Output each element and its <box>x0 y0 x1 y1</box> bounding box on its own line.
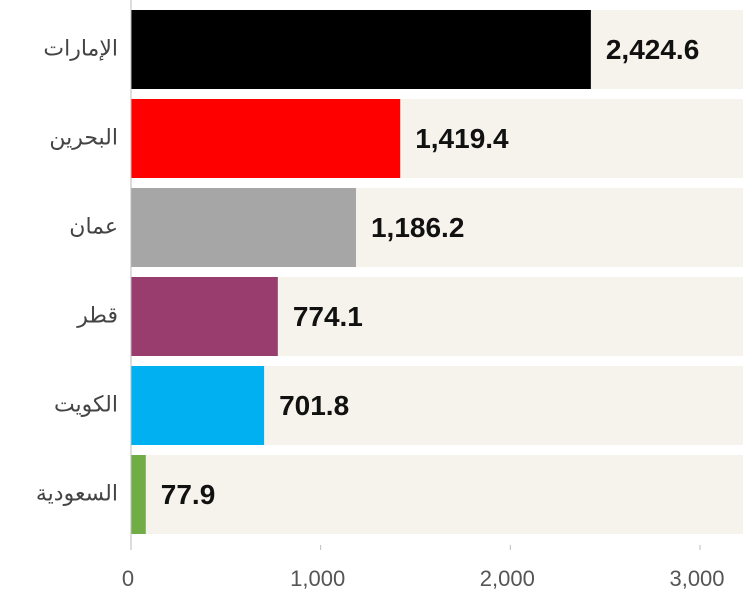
data-label: 2,424.6 <box>606 34 699 65</box>
x-tick-label: 0 <box>122 566 134 591</box>
x-tick-label: 2,000 <box>480 566 535 591</box>
x-tick-label: 1,000 <box>290 566 345 591</box>
category-label: الإمارات <box>43 37 118 62</box>
bar <box>131 277 278 356</box>
bar <box>131 455 146 534</box>
category-label: السعودية <box>36 482 118 507</box>
category-label: قطر <box>76 304 118 329</box>
bar <box>131 188 356 267</box>
data-label: 1,419.4 <box>415 123 509 154</box>
row-background <box>131 455 743 534</box>
category-label: الكويت <box>54 393 118 418</box>
data-label: 77.9 <box>161 479 216 510</box>
bar <box>131 99 401 178</box>
category-label: البحرين <box>49 126 118 151</box>
data-label: 1,186.2 <box>371 212 464 243</box>
data-label: 701.8 <box>279 390 349 421</box>
category-label: عمان <box>69 215 118 240</box>
bar <box>131 10 591 89</box>
data-label: 774.1 <box>293 301 363 332</box>
x-tick-label: 3,000 <box>669 566 724 591</box>
bar <box>131 366 265 445</box>
